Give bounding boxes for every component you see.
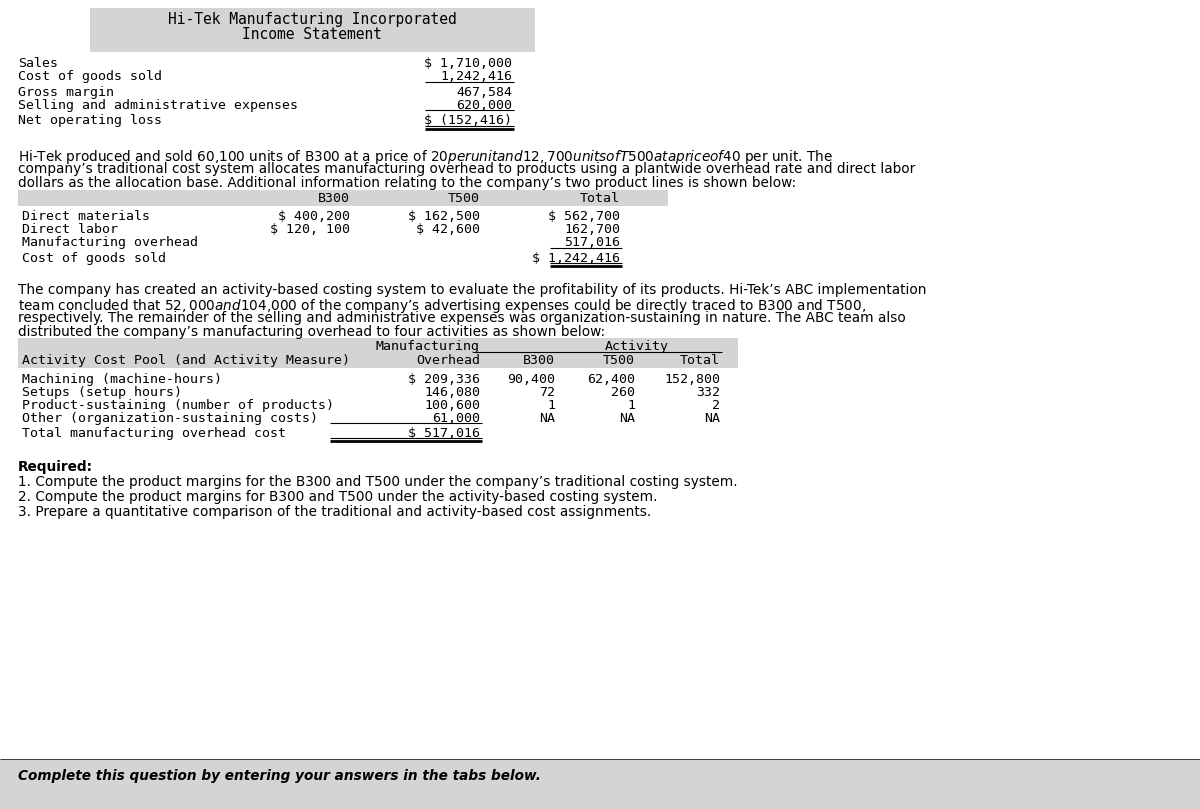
Text: The company has created an activity-based costing system to evaluate the profita: The company has created an activity-base… (18, 283, 926, 297)
Text: 1,242,416: 1,242,416 (440, 70, 512, 83)
Text: 467,584: 467,584 (456, 86, 512, 99)
Text: $ 517,016: $ 517,016 (408, 427, 480, 440)
Text: Activity: Activity (605, 340, 670, 353)
Text: Cost of goods sold: Cost of goods sold (22, 252, 166, 265)
Text: Other (organization-sustaining costs): Other (organization-sustaining costs) (22, 412, 318, 425)
Text: 1: 1 (547, 399, 554, 412)
Text: Selling and administrative expenses: Selling and administrative expenses (18, 99, 298, 112)
Text: Manufacturing overhead: Manufacturing overhead (22, 236, 198, 249)
Text: 100,600: 100,600 (424, 399, 480, 412)
Text: $ 42,600: $ 42,600 (416, 223, 480, 236)
Text: 332: 332 (696, 386, 720, 399)
Text: $ 1,710,000: $ 1,710,000 (424, 57, 512, 70)
Text: Activity Cost Pool (and Activity Measure): Activity Cost Pool (and Activity Measure… (22, 354, 350, 367)
Text: T500: T500 (604, 354, 635, 367)
Text: Direct materials: Direct materials (22, 210, 150, 223)
Text: T500: T500 (448, 192, 480, 205)
Text: 1. Compute the product margins for the B300 and T500 under the company’s traditi: 1. Compute the product margins for the B… (18, 475, 738, 489)
Text: 61,000: 61,000 (432, 412, 480, 425)
Text: 152,800: 152,800 (664, 373, 720, 386)
Text: Total: Total (680, 354, 720, 367)
Text: team concluded that $52,000 and $104,000 of the company’s advertising expenses c: team concluded that $52,000 and $104,000… (18, 297, 866, 315)
Text: Required:: Required: (18, 460, 94, 474)
Text: Complete this question by entering your answers in the tabs below.: Complete this question by entering your … (18, 769, 541, 783)
Bar (18, 338, 738, 368)
Text: 62,400: 62,400 (587, 373, 635, 386)
Text: 1: 1 (628, 399, 635, 412)
Text: Product-sustaining (number of products): Product-sustaining (number of products) (22, 399, 334, 412)
Text: Manufacturing: Manufacturing (376, 340, 480, 353)
Text: NA: NA (539, 412, 554, 425)
Text: Gross margin: Gross margin (18, 86, 114, 99)
Text: 72: 72 (539, 386, 554, 399)
Text: distributed the company’s manufacturing overhead to four activities as shown bel: distributed the company’s manufacturing … (18, 325, 605, 339)
Text: Hi-Tek produced and sold 60,100 units of B300 at a price of $20 per unit and 12,: Hi-Tek produced and sold 60,100 units of… (18, 148, 833, 166)
Bar (0, 759, 1200, 809)
Text: Sales: Sales (18, 57, 58, 70)
Text: Total manufacturing overhead cost: Total manufacturing overhead cost (22, 427, 286, 440)
Text: 90,400: 90,400 (508, 373, 554, 386)
Text: NA: NA (619, 412, 635, 425)
Text: $ 162,500: $ 162,500 (408, 210, 480, 223)
Text: Net operating loss: Net operating loss (18, 114, 162, 127)
Bar (90, 8, 535, 52)
Text: $ 400,200: $ 400,200 (278, 210, 350, 223)
Text: Setups (setup hours): Setups (setup hours) (22, 386, 182, 399)
Text: respectively. The remainder of the selling and administrative expenses was organ: respectively. The remainder of the selli… (18, 311, 906, 325)
Text: Hi-Tek Manufacturing Incorporated: Hi-Tek Manufacturing Incorporated (168, 12, 457, 27)
Text: 620,000: 620,000 (456, 99, 512, 112)
Text: 146,080: 146,080 (424, 386, 480, 399)
Text: $ 209,336: $ 209,336 (408, 373, 480, 386)
Text: company’s traditional cost system allocates manufacturing overhead to products u: company’s traditional cost system alloca… (18, 162, 916, 176)
Text: Overhead: Overhead (416, 354, 480, 367)
Text: Total: Total (580, 192, 620, 205)
Text: 517,016: 517,016 (564, 236, 620, 249)
Text: NA: NA (704, 412, 720, 425)
Text: $ 1,242,416: $ 1,242,416 (532, 252, 620, 265)
Text: $ 562,700: $ 562,700 (548, 210, 620, 223)
Text: B300: B300 (318, 192, 350, 205)
Text: 162,700: 162,700 (564, 223, 620, 236)
Text: 3. Prepare a quantitative comparison of the traditional and activity-based cost : 3. Prepare a quantitative comparison of … (18, 505, 652, 519)
Text: $ (152,416): $ (152,416) (424, 114, 512, 127)
Text: B300: B300 (523, 354, 554, 367)
Text: Cost of goods sold: Cost of goods sold (18, 70, 162, 83)
Text: 2: 2 (712, 399, 720, 412)
Text: 260: 260 (611, 386, 635, 399)
Text: $ 120, 100: $ 120, 100 (270, 223, 350, 236)
Bar (18, 190, 668, 206)
Text: dollars as the allocation base. Additional information relating to the company’s: dollars as the allocation base. Addition… (18, 176, 796, 190)
Text: Machining (machine-hours): Machining (machine-hours) (22, 373, 222, 386)
Text: Income Statement: Income Statement (242, 27, 383, 42)
Text: 2. Compute the product margins for B300 and T500 under the activity-based costin: 2. Compute the product margins for B300 … (18, 490, 658, 504)
Text: Direct labor: Direct labor (22, 223, 118, 236)
